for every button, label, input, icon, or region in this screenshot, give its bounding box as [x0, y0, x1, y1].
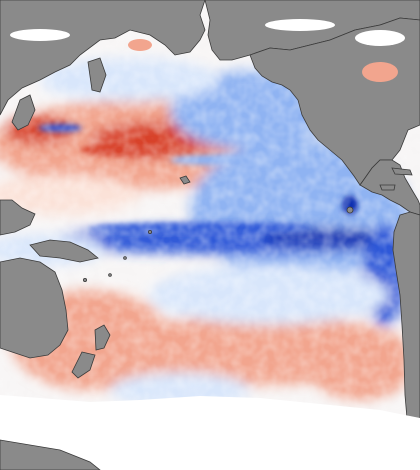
land-new-zealand-south: [71, 351, 96, 379]
land-antarctica: [0, 395, 420, 470]
land-kamchatka: [87, 57, 107, 93]
land-new-guinea: [29, 239, 99, 263]
arctic-ice-3: [355, 30, 405, 46]
arctic-ice-2: [265, 19, 335, 31]
land-new-zealand-north: [94, 324, 111, 351]
arctic-patches: [10, 19, 405, 82]
land-caribbean-1: [391, 167, 413, 176]
arctic-warm-patch-1: [128, 39, 152, 51]
land-australia: [0, 257, 69, 359]
island-3: [108, 273, 112, 277]
land-asia-north: [0, 0, 206, 116]
land-hawaii: [179, 175, 191, 185]
island-5: [346, 206, 354, 214]
arctic-ice-1: [10, 29, 70, 41]
island-2: [123, 256, 127, 260]
island-4: [83, 277, 88, 282]
land-southeast-asia: [0, 199, 36, 236]
island-1: [147, 229, 152, 234]
land-japan: [11, 94, 36, 131]
land-south-america: [392, 211, 420, 470]
land-caribbean-2: [379, 184, 396, 191]
land-antarctica-edge: [0, 439, 101, 470]
arctic-warm-patch-2: [362, 62, 398, 82]
